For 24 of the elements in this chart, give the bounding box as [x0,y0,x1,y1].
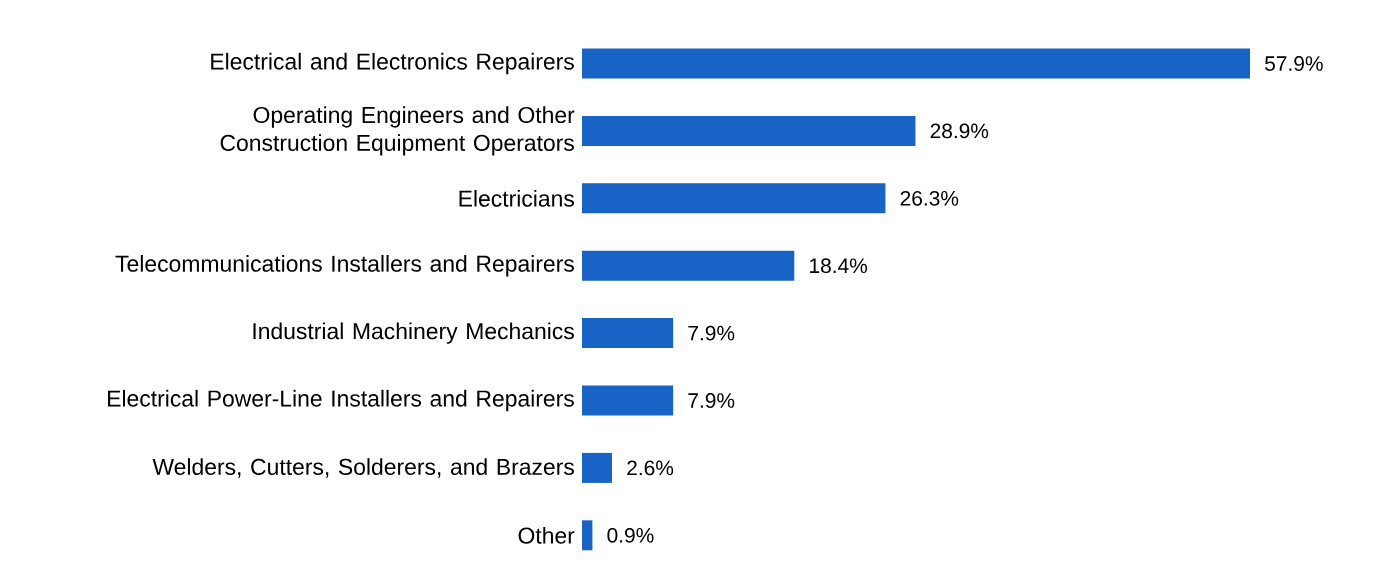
data-label: 28.9% [930,123,989,139]
data-label: 57.9% [1265,56,1323,71]
bar [582,48,1251,79]
y-tick-label: Operating Engineers and Other Construction Equipment Operators [220,106,575,156]
y-tick-label: Electrical Power-Line Installers and Repairers [108,389,574,412]
y-tick-label: Welders, Cutters, Solderers, and Brazers [152,458,574,478]
y-tick-label: Industrial Machinery Mechanics [253,322,574,344]
bar [582,520,593,551]
data-label: 26.3% [900,190,959,206]
y-tick-label: Telecommunications Installers and Repairers [115,255,574,277]
data-label: 7.9% [688,325,735,341]
data-label: 0.9% [607,527,654,543]
data-label: 7.9% [688,393,735,408]
data-label: 18.4% [810,258,868,274]
bar [582,318,674,349]
bar [582,452,612,483]
y-tick-label: Electrical and Electronics Repairers [211,52,574,75]
bar [582,183,886,214]
y-tick-label: Other [518,526,575,544]
y-tick-label: Electricians [459,189,574,207]
data-label: 2.6% [627,460,674,476]
bar [582,250,795,281]
bar [582,115,916,146]
bar [582,385,674,416]
